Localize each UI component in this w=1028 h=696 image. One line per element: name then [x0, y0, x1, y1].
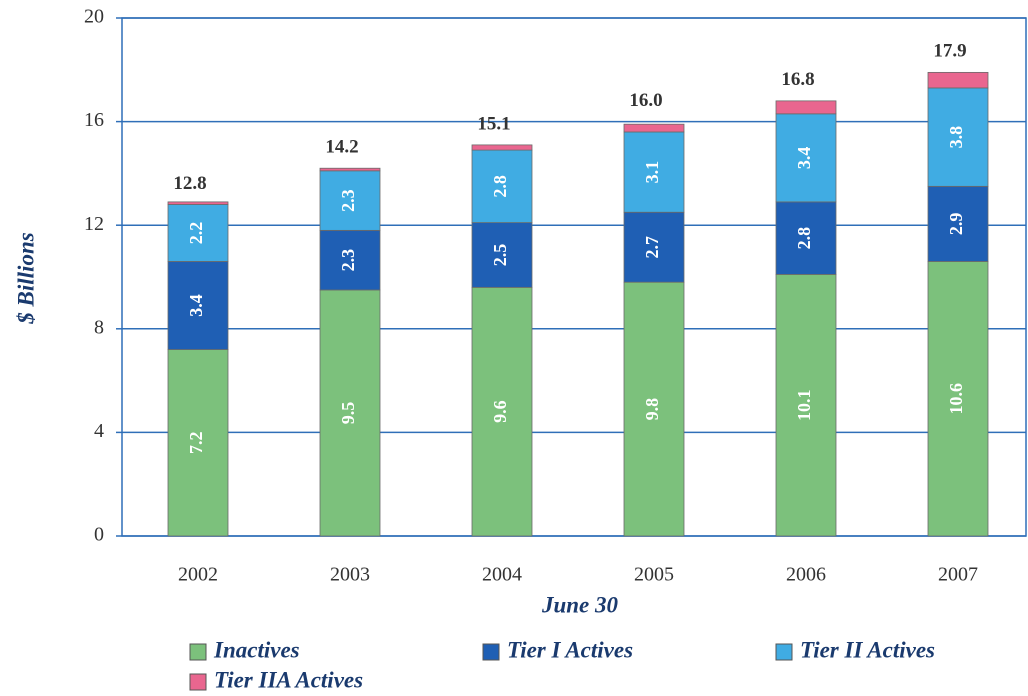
- total-label: 15.1: [477, 113, 510, 134]
- total-label: 16.0: [629, 90, 662, 111]
- bar-segment: [167, 261, 229, 350]
- legend-label: Tier I Actives: [507, 637, 633, 662]
- y-axis-label: $ Billions: [13, 232, 38, 324]
- x-tick-label: 2002: [178, 564, 218, 586]
- segment-label: 2.7: [642, 236, 662, 259]
- segment-label: 2.3: [338, 249, 358, 272]
- x-tick-label: 2007: [938, 564, 978, 586]
- bar-segment: [623, 123, 685, 133]
- segment-label: 10.1: [794, 389, 814, 421]
- legend-swatch: [775, 643, 793, 661]
- x-tick-label: 2005: [634, 564, 674, 586]
- legend-swatch: [189, 643, 207, 661]
- bar-segment: [319, 167, 381, 172]
- segment-label: 3.4: [186, 294, 206, 317]
- segment-label: 2.2: [186, 222, 206, 245]
- x-tick-label: 2003: [330, 564, 370, 586]
- bar-segment: [471, 144, 533, 151]
- bar-segment: [471, 222, 533, 288]
- bar-segment: [623, 281, 685, 537]
- legend-label: Tier II Actives: [800, 637, 935, 662]
- legend-swatch: [189, 673, 207, 691]
- segment-label: 2.8: [794, 227, 814, 250]
- plot-frame: [121, 17, 1027, 537]
- bar-segment: [927, 87, 989, 187]
- bar-segment: [775, 100, 837, 115]
- total-label: 14.2: [325, 137, 358, 158]
- legend-swatch: [482, 643, 500, 661]
- bar-segment: [927, 261, 989, 537]
- bar-segment: [623, 131, 685, 213]
- bar-segment: [775, 274, 837, 537]
- segment-label: 10.6: [946, 383, 966, 415]
- bar-segment: [775, 201, 837, 275]
- y-tick-label: 4: [94, 420, 104, 442]
- segment-label: 3.4: [794, 147, 814, 170]
- x-tick-label: 2006: [786, 564, 826, 586]
- bar-segment: [319, 170, 381, 231]
- segment-label: 9.8: [642, 398, 662, 421]
- segment-label: 2.9: [946, 213, 966, 236]
- total-label: 12.8: [173, 173, 206, 194]
- segment-label: 7.2: [186, 432, 206, 455]
- total-label: 16.8: [781, 69, 814, 90]
- bar-segment: [167, 201, 229, 205]
- segment-label: 2.3: [338, 189, 358, 212]
- bar-segment: [927, 71, 989, 89]
- bar-segment: [167, 349, 229, 537]
- bar-segment: [775, 113, 837, 203]
- bar-segment: [927, 185, 989, 262]
- y-tick-label: 12: [84, 213, 104, 235]
- segment-label: 3.8: [946, 126, 966, 149]
- legend-label: Inactives: [213, 637, 300, 662]
- bar-segment: [471, 286, 533, 537]
- bar-segment: [319, 229, 381, 291]
- segment-label: 3.1: [642, 161, 662, 184]
- y-tick-label: 0: [94, 524, 104, 546]
- x-tick-label: 2004: [482, 564, 522, 586]
- legend-label: Tier IIA Actives: [214, 667, 363, 692]
- segment-label: 2.5: [490, 244, 510, 266]
- y-tick-label: 8: [94, 316, 104, 338]
- x-axis-label: June 30: [541, 592, 619, 617]
- y-tick-label: 16: [84, 109, 104, 131]
- segment-label: 9.6: [490, 400, 510, 423]
- total-label: 17.9: [933, 41, 966, 62]
- bar-segment: [623, 211, 685, 283]
- segment-label: 9.5: [338, 402, 358, 425]
- segment-label: 2.8: [490, 175, 510, 198]
- y-tick-label: 20: [84, 6, 104, 28]
